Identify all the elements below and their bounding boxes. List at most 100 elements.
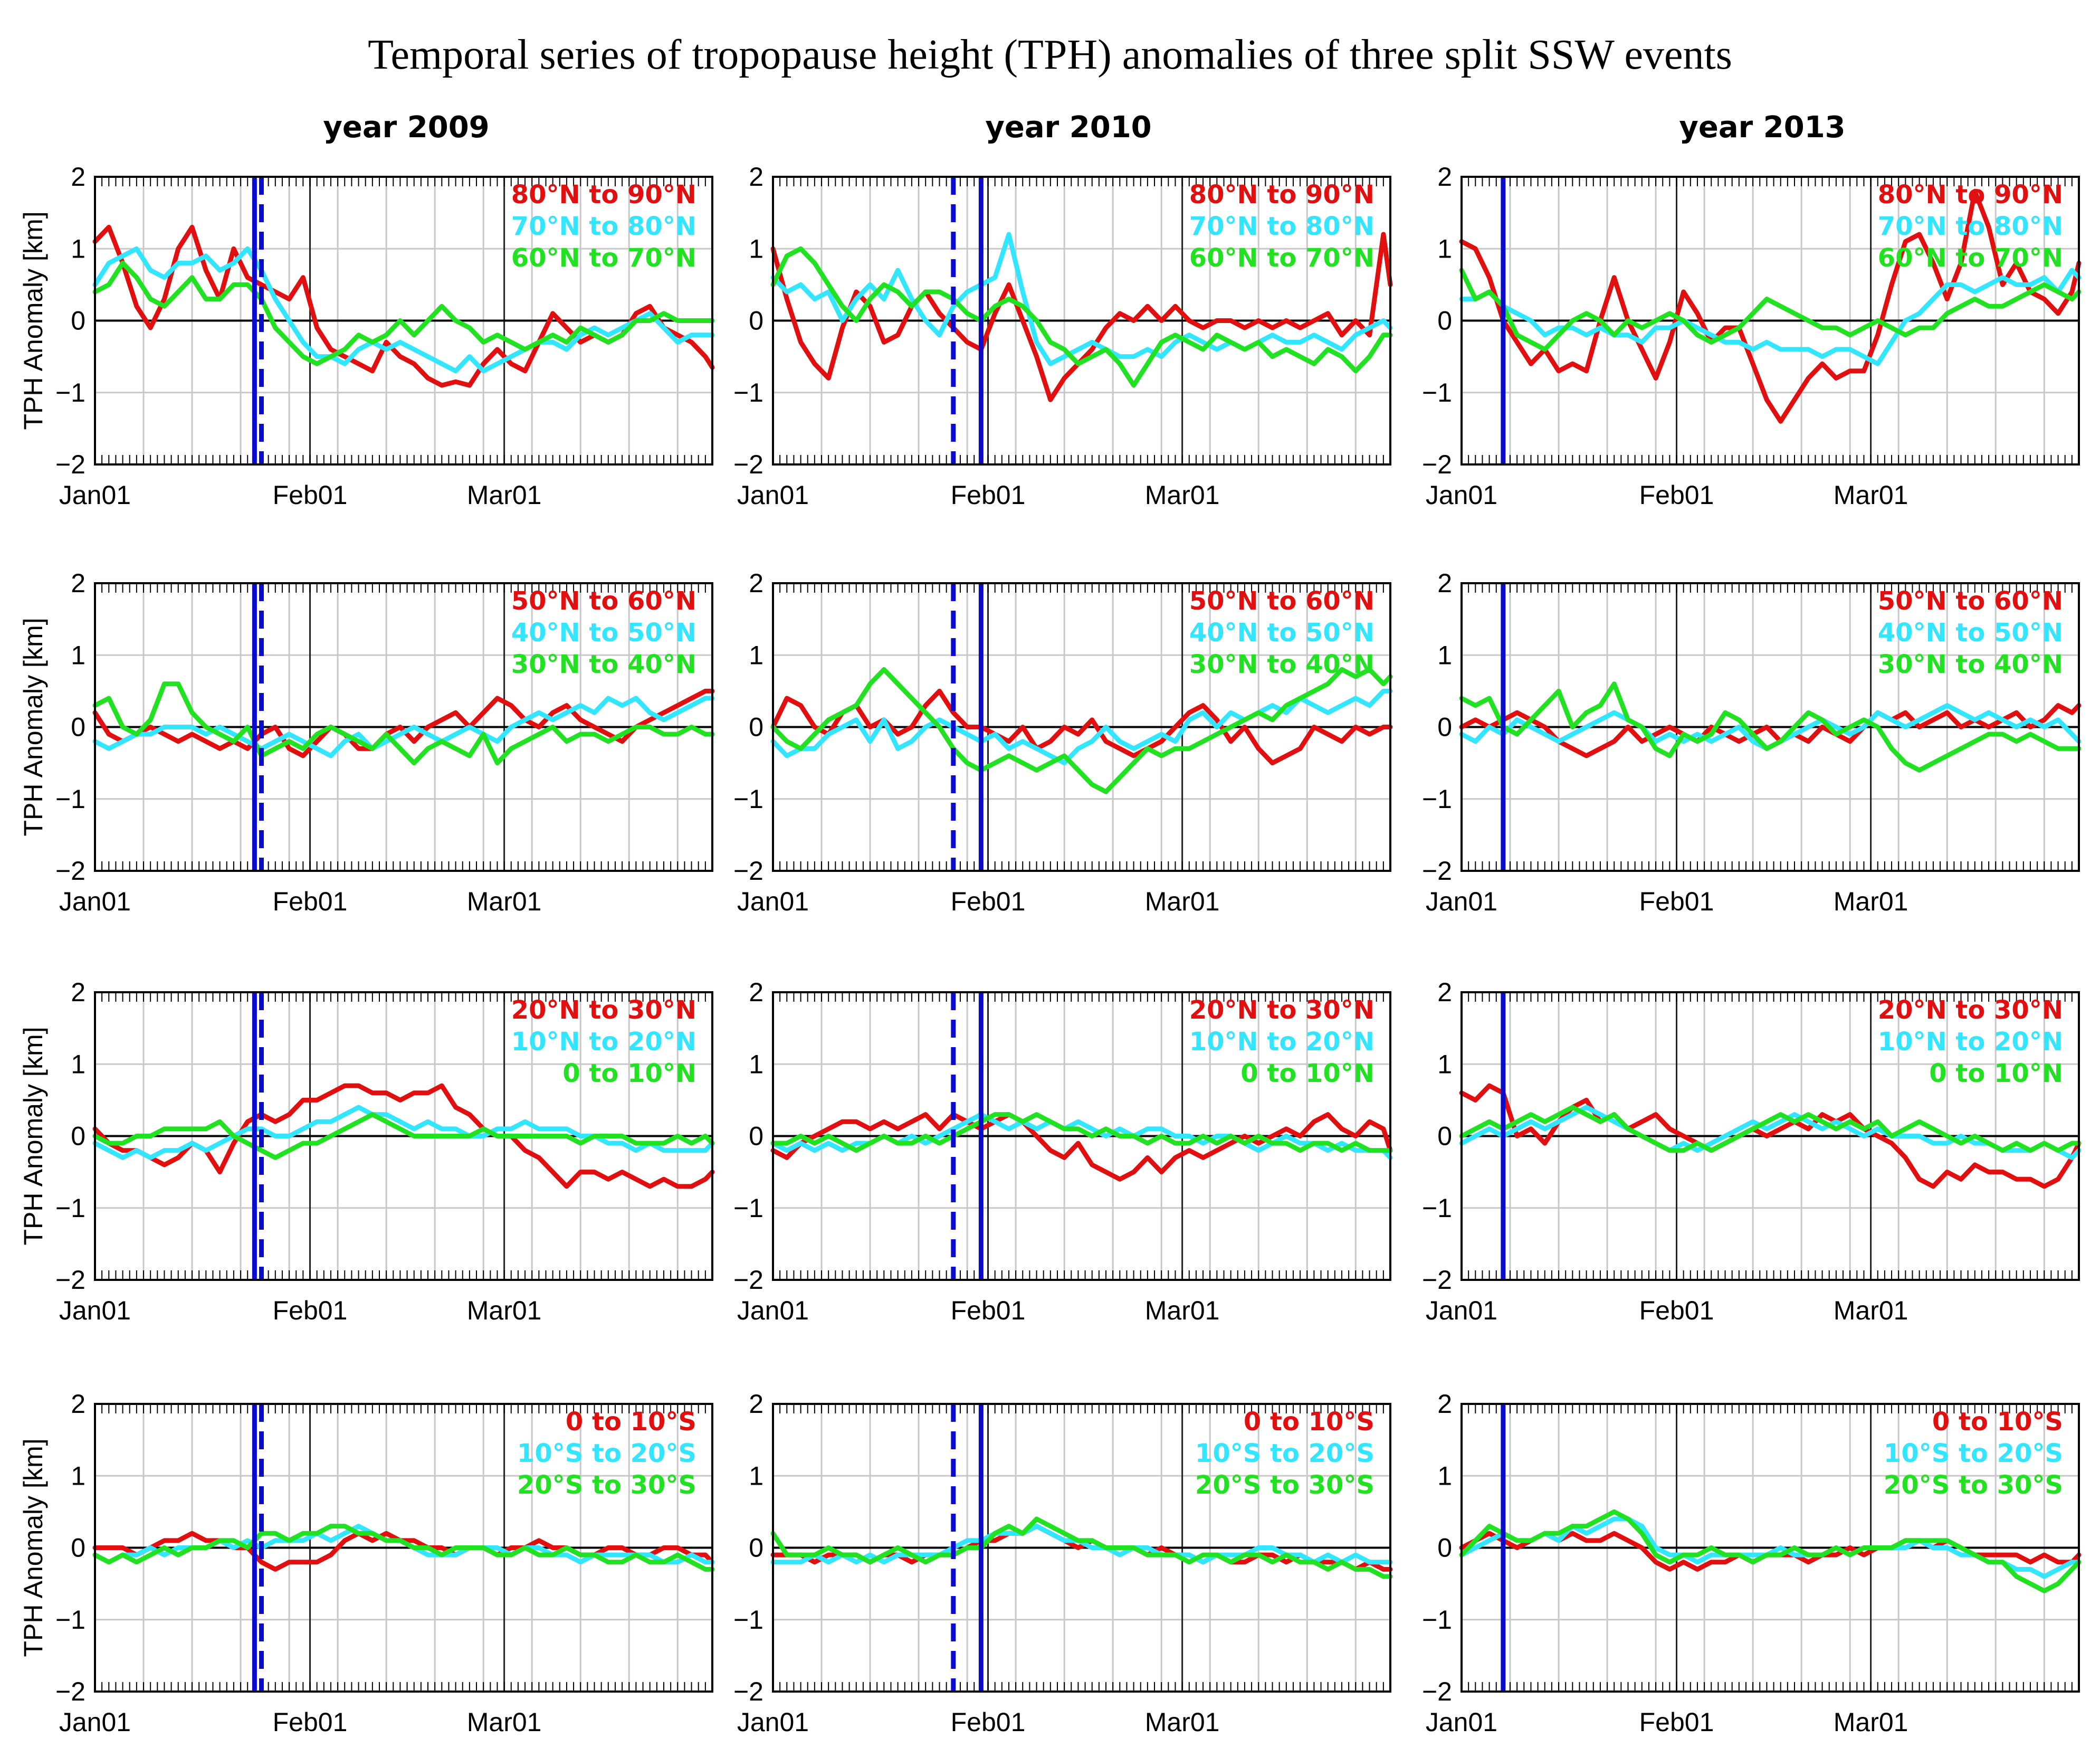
y-tick-label: −1 — [1422, 784, 1452, 814]
panel-2010-NH-high: −2 −1 0 1 2 Jan01 Feb01 Mar01 80°N to 90°N70°N t… — [733, 162, 1393, 510]
y-tick-label: 0 — [71, 1533, 85, 1563]
x-tick-label: Mar01 — [1834, 887, 1908, 916]
legend-entry-green: 0 to 10°N — [562, 1059, 696, 1088]
y-axis-label: TPH Anomaly [km] — [18, 1439, 48, 1657]
y-tick-label: 0 — [1437, 1122, 1452, 1151]
x-tick-label: Feb01 — [951, 1296, 1026, 1325]
plot-frame — [772, 176, 1391, 466]
x-tick-label: Feb01 — [273, 1296, 348, 1325]
y-tick-label: 0 — [749, 306, 763, 336]
y-tick-label: 1 — [749, 1049, 763, 1079]
y-tick-label: −1 — [55, 784, 85, 814]
x-tick-label: Feb01 — [951, 1707, 1026, 1737]
legend-entry-cyan: 10°N to 20°N — [1878, 1027, 2063, 1057]
y-tick-label: 0 — [1437, 713, 1452, 742]
series-line-cyan — [770, 688, 1393, 766]
plot-frame — [772, 1403, 1391, 1693]
series-line-red — [1459, 188, 2082, 424]
y-tick-label: −2 — [55, 450, 85, 479]
panel-2009-tropics-N: −2 −1 0 1 2 Jan01 Feb01 Mar01 TPH Anomaly [km] 20… — [18, 977, 715, 1325]
x-tick-label: Feb01 — [1639, 1707, 1714, 1737]
legend-entry-cyan: 10°S to 20°S — [1884, 1439, 2063, 1468]
x-tick-label: Jan01 — [59, 887, 131, 916]
panel-2009-NH-mid: −2 −1 0 1 2 Jan01 Feb01 Mar01 TPH Anomaly [km] 50… — [18, 568, 715, 916]
y-tick-label: 2 — [1437, 1389, 1452, 1419]
x-tick-label: Mar01 — [467, 1707, 542, 1737]
panel-2009-NH-high: −2 −1 0 1 2 Jan01 Feb01 Mar01 TPH Anomaly [km] 80… — [18, 162, 715, 510]
figure-title: Temporal series of tropopause height (TP… — [368, 32, 1732, 78]
panels-grid: −2 −1 0 1 2 Jan01 Feb01 Mar01 TPH Anomaly [km] 80… — [18, 162, 2082, 1737]
x-tick-label: Jan01 — [737, 887, 809, 916]
series-line-cyan — [92, 246, 715, 374]
x-tick-label: Feb01 — [273, 480, 348, 510]
y-tick-label: 1 — [71, 234, 85, 263]
legend-entry-cyan: 70°N to 80°N — [511, 212, 696, 241]
x-tick-label: Feb01 — [951, 480, 1026, 510]
series-line-cyan — [1459, 1105, 2082, 1160]
y-tick-label: 1 — [71, 1461, 85, 1490]
panel-2010-NH-mid: −2 −1 0 1 2 Jan01 Feb01 Mar01 50°N to 60°N40°N t… — [733, 568, 1393, 916]
x-tick-label: Mar01 — [1834, 1707, 1908, 1737]
x-tick-label: Jan01 — [737, 480, 809, 510]
series-line-green — [1459, 1105, 2082, 1153]
legend-entry-red: 80°N to 90°N — [1878, 180, 2063, 210]
y-tick-label: −1 — [55, 1193, 85, 1223]
y-tick-label: 1 — [1437, 1461, 1452, 1490]
y-tick-label: 2 — [1437, 162, 1452, 192]
legend-entry-green: 30°N to 40°N — [511, 650, 696, 679]
legend-entry-green: 60°N to 70°N — [1189, 243, 1374, 273]
y-tick-label: 0 — [749, 1122, 763, 1151]
series-line-green — [1459, 1509, 2082, 1593]
x-tick-label: Mar01 — [1145, 887, 1220, 916]
x-tick-label: Mar01 — [467, 480, 542, 510]
series-line-green — [1459, 268, 2082, 352]
x-tick-label: Jan01 — [1426, 480, 1497, 510]
y-tick-label: −1 — [733, 1193, 763, 1223]
y-tick-label: −2 — [733, 1265, 763, 1295]
series-line-green — [770, 1516, 1393, 1579]
y-tick-label: 2 — [749, 568, 763, 598]
y-axis-label: TPH Anomaly [km] — [18, 618, 48, 837]
x-tick-label: Feb01 — [951, 887, 1026, 916]
x-tick-label: Feb01 — [273, 887, 348, 916]
y-tick-label: 2 — [749, 1389, 763, 1419]
y-tick-label: −1 — [733, 378, 763, 407]
series-line-green — [92, 261, 715, 366]
column-title-2013: year 2013 — [1679, 110, 1845, 145]
legend-entry-cyan: 40°N to 50°N — [511, 618, 696, 648]
y-tick-label: 1 — [71, 640, 85, 670]
y-axis-label: TPH Anomaly [km] — [18, 212, 48, 430]
legend-entry-red: 80°N to 90°N — [511, 180, 696, 210]
legend-entry-red: 20°N to 30°N — [511, 995, 696, 1025]
series-line-cyan — [92, 696, 715, 758]
legend-entry-green: 60°N to 70°N — [1878, 243, 2063, 273]
series-line-green — [92, 681, 715, 766]
panel-2013-tropics-S: −2 −1 0 1 2 Jan01 Feb01 Mar01 0 to 10°S10°S to 2… — [1422, 1389, 2082, 1737]
y-tick-label: −2 — [55, 1265, 85, 1295]
x-tick-label: Mar01 — [1834, 1296, 1908, 1325]
x-tick-label: Feb01 — [1639, 480, 1714, 510]
y-tick-label: −2 — [55, 1677, 85, 1706]
legend-entry-red: 50°N to 60°N — [1878, 586, 2063, 616]
legend-entry-red: 20°N to 30°N — [1878, 995, 2063, 1025]
plot-frame — [772, 582, 1391, 872]
y-tick-label: 2 — [71, 162, 85, 192]
x-tick-label: Jan01 — [1426, 887, 1497, 916]
y-tick-label: −1 — [55, 1605, 85, 1635]
legend-entry-red: 80°N to 90°N — [1189, 180, 1374, 210]
legend-entry-cyan: 40°N to 50°N — [1189, 618, 1374, 648]
y-tick-label: 0 — [749, 713, 763, 742]
y-tick-label: −1 — [1422, 1193, 1452, 1223]
x-tick-label: Jan01 — [737, 1707, 809, 1737]
y-tick-label: 2 — [749, 162, 763, 192]
column-title-2010: year 2010 — [985, 110, 1151, 145]
y-tick-label: 0 — [71, 1122, 85, 1151]
y-tick-label: 2 — [71, 977, 85, 1007]
plot-frame — [94, 991, 713, 1281]
y-tick-label: 2 — [749, 977, 763, 1007]
legend-entry-green: 20°S to 30°S — [1884, 1470, 2063, 1500]
plot-frame — [1461, 1403, 2080, 1693]
legend-entry-cyan: 10°N to 20°N — [1189, 1027, 1374, 1057]
y-tick-label: −2 — [1422, 1265, 1452, 1295]
